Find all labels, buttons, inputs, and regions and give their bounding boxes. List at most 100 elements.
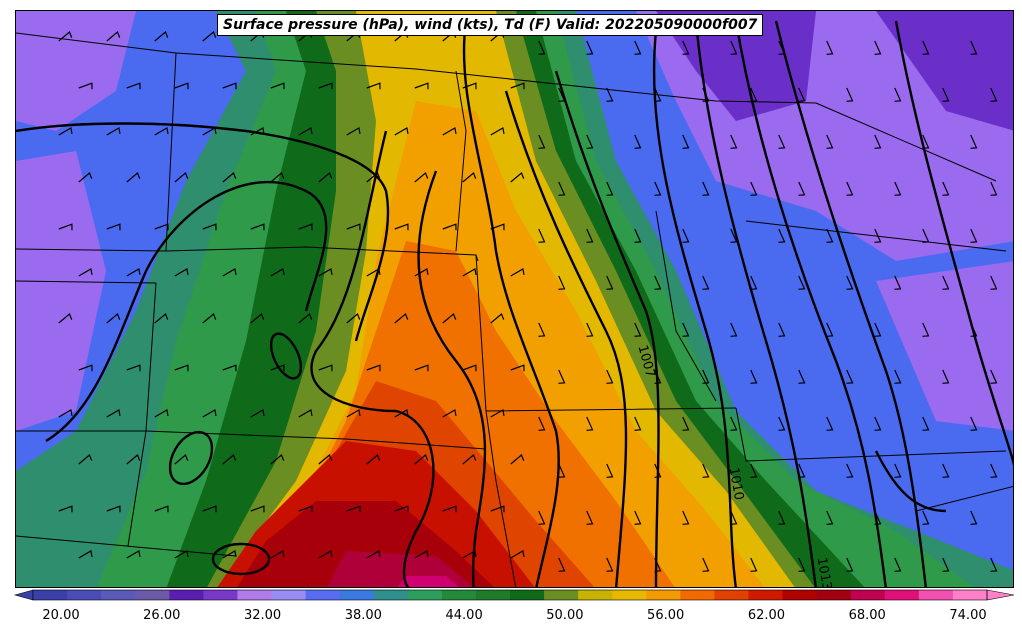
colorbar-swatch: [101, 590, 136, 600]
wind-barb: [586, 134, 594, 149]
wind-barb: [990, 87, 998, 102]
wind-barb: [462, 268, 477, 277]
wind-barb: [462, 454, 477, 465]
wind-barb: [366, 364, 381, 372]
wind-barb: [606, 181, 614, 196]
colorbar-swatch: [816, 590, 852, 600]
wind-barb: [510, 364, 525, 372]
wind-barb: [106, 31, 121, 42]
wind-barb: [318, 454, 333, 465]
wind-barb: [922, 228, 930, 243]
wind-barb: [318, 550, 333, 559]
wind-barb: [414, 454, 429, 465]
wind-barb: [750, 275, 758, 290]
wind-barb: [634, 134, 642, 149]
colorbar-swatch: [646, 590, 681, 600]
wind-barb: [442, 223, 457, 231]
isobar-label-1010: 1010: [726, 466, 747, 501]
wind-barb: [298, 409, 313, 418]
wind-barb: [538, 40, 546, 55]
colorbar-swatch: [373, 590, 409, 600]
wind-barb: [174, 268, 189, 277]
wind-barb: [730, 228, 738, 243]
wind-barb: [634, 510, 642, 525]
wind-barb: [58, 31, 73, 42]
wind-barb: [702, 369, 710, 384]
wind-barb: [126, 268, 141, 277]
colorbar-swatch: [67, 590, 102, 600]
colorbar-swatch: [237, 590, 272, 600]
wind-barb: [750, 463, 758, 478]
wind-barb: [222, 550, 237, 559]
wind-barb: [682, 134, 690, 149]
wind-barb: [826, 416, 834, 431]
wind-barb: [250, 409, 265, 418]
wind-barb: [730, 40, 738, 55]
wind-barb: [922, 416, 930, 431]
wind-barb: [750, 181, 758, 196]
colorbar-swatch: [339, 590, 375, 600]
wind-barb: [490, 127, 505, 136]
wind-barb: [798, 87, 806, 102]
wind-barb: [730, 322, 738, 337]
colorbar-swatch: [748, 590, 784, 600]
wind-barb: [702, 87, 710, 102]
wind-barb: [846, 181, 854, 196]
colorbar-tick-label: 44.00: [445, 608, 483, 623]
pressure-isobars: [16, 20, 1013, 587]
colorbar-swatch: [680, 590, 715, 600]
colorbar-tick-label: 62.00: [747, 608, 786, 623]
wind-barb: [106, 409, 121, 418]
wind-barb: [414, 268, 429, 277]
wind-barb: [58, 127, 73, 136]
wind-barb: [154, 313, 169, 324]
wind-barb: [990, 369, 998, 384]
wind-barb: [750, 369, 758, 384]
wind-barb: [270, 172, 285, 183]
td-region-purple-e: [876, 261, 1013, 431]
wind-barb: [126, 364, 141, 372]
wind-barb: [298, 313, 313, 324]
wind-barb: [558, 87, 566, 102]
colorbar-swatch: [203, 590, 238, 600]
wind-barb: [826, 228, 834, 243]
wind-barb: [634, 416, 642, 431]
td-region-purple-w: [16, 151, 106, 431]
wind-barb: [414, 550, 429, 559]
wind-barb: [990, 557, 998, 572]
wind-barb: [682, 228, 690, 243]
wind-barb: [126, 550, 141, 559]
dewpoint-field: 1007 1010 1013: [16, 11, 1013, 587]
wind-barb: [778, 322, 786, 337]
wind-barb: [654, 369, 662, 384]
wind-barb: [894, 275, 902, 290]
wind-barb: [346, 409, 361, 418]
wind-barb: [558, 275, 566, 290]
wind-barb: [462, 172, 477, 183]
wind-barb: [702, 181, 710, 196]
wind-barb: [682, 416, 690, 431]
colorbar-swatch: [884, 590, 920, 600]
wind-barb: [366, 454, 381, 465]
wind-barb: [298, 127, 313, 136]
wind-barb: [970, 322, 978, 337]
wind-barb: [78, 172, 93, 183]
wind-barb: [970, 228, 978, 243]
wind-barb: [634, 40, 642, 55]
wind-barb: [58, 313, 73, 324]
wind-barb: [442, 505, 457, 513]
colorbar-swatch: [952, 590, 988, 600]
wind-barb: [222, 454, 237, 465]
colorbar-tick-label: 32.00: [243, 608, 282, 623]
wind-barb: [922, 134, 930, 149]
wind-barb: [894, 557, 902, 572]
colorbar: [13, 589, 1015, 601]
wind-barb: [442, 127, 457, 136]
wind-barb: [202, 313, 217, 324]
wind-barb: [154, 223, 169, 231]
wind-barb: [462, 364, 477, 372]
td-region-magenta: [397, 576, 459, 587]
wind-barb: [798, 557, 806, 572]
wind-barb: [970, 40, 978, 55]
wind-barb: [318, 268, 333, 277]
